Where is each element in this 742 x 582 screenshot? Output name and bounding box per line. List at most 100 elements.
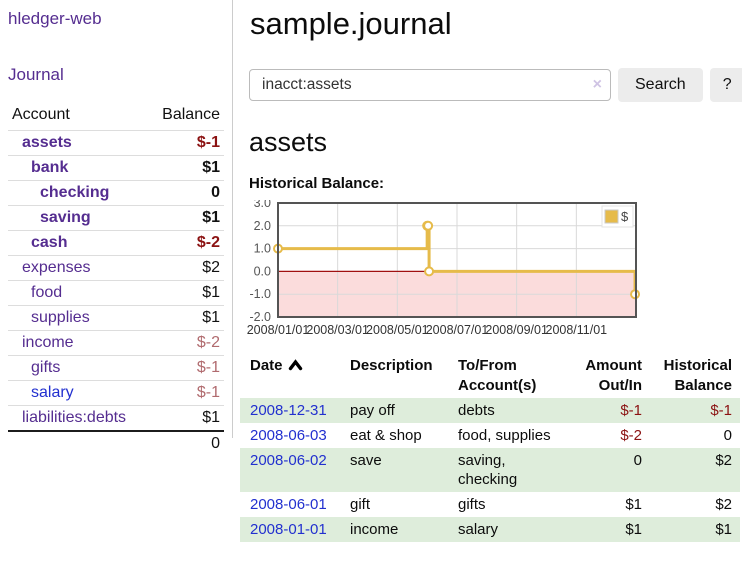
svg-text:2.0: 2.0 bbox=[254, 219, 271, 233]
sidebar-account-link[interactable]: expenses bbox=[22, 259, 91, 276]
search-input[interactable] bbox=[249, 69, 611, 101]
accounts-total-spacer bbox=[8, 430, 147, 456]
sidebar-account-link[interactable]: checking bbox=[40, 184, 110, 201]
app-layout: hledger-web Journal Account Balance asse… bbox=[0, 0, 742, 542]
account-row: bank $1 bbox=[8, 155, 224, 181]
transaction-accounts: gifts bbox=[458, 496, 486, 513]
sidebar-account-balance: $-2 bbox=[146, 330, 224, 356]
register-body: 2008-12-31 pay off debts $-1 $-1 2008-06-03 ea… bbox=[240, 398, 740, 542]
svg-text:0.0: 0.0 bbox=[254, 264, 271, 278]
transaction-amount: $1 bbox=[625, 521, 642, 538]
sidebar-account-balance: $-2 bbox=[146, 230, 224, 256]
header-label: Amount Out/In bbox=[585, 357, 642, 394]
account-cell: assets bbox=[8, 130, 147, 156]
sidebar-account-balance: $-1 bbox=[146, 355, 224, 381]
svg-text:2008/03/01: 2008/03/01 bbox=[306, 323, 369, 337]
search-form: × Search ? bbox=[249, 68, 742, 102]
nav-journal-link[interactable]: Journal bbox=[8, 65, 64, 84]
transaction-date-cell: 2008-06-02 bbox=[240, 448, 340, 492]
account-row: liabilities:debts $1 bbox=[8, 405, 224, 431]
accounts-header-account: Account bbox=[12, 106, 70, 123]
sidebar-account-link[interactable]: bank bbox=[31, 159, 69, 176]
svg-text:1.0: 1.0 bbox=[254, 242, 271, 256]
transaction-accounts: food, supplies bbox=[458, 427, 551, 444]
account-cell: bank bbox=[8, 155, 147, 181]
register-row: 2008-06-02 save saving, checking 0 $2 bbox=[240, 448, 740, 492]
sidebar-account-link[interactable]: supplies bbox=[31, 309, 90, 326]
account-row: salary $-1 bbox=[8, 380, 224, 406]
register-header-row: Date Description To/From Account(s) Amount … bbox=[240, 354, 740, 398]
svg-text:2008/09/01: 2008/09/01 bbox=[485, 323, 548, 337]
account-cell: checking bbox=[8, 180, 147, 206]
main-content: sample.journal × Search ? assets Histori… bbox=[233, 0, 742, 542]
account-row: checking 0 bbox=[8, 180, 224, 206]
transaction-amount: 0 bbox=[633, 452, 642, 469]
transaction-balance: $1 bbox=[715, 521, 732, 538]
sidebar: hledger-web Journal Account Balance asse… bbox=[0, 0, 233, 456]
transaction-date-link[interactable]: 2008-06-02 bbox=[250, 452, 327, 469]
transaction-date-link[interactable]: 2008-01-01 bbox=[250, 521, 327, 538]
svg-text:2008/11/01: 2008/11/01 bbox=[546, 323, 608, 337]
svg-text:-1.0: -1.0 bbox=[249, 287, 271, 301]
transaction-amount: $-2 bbox=[620, 427, 642, 444]
account-cell: cash bbox=[8, 230, 147, 256]
sidebar-account-balance: $-1 bbox=[146, 130, 224, 156]
transaction-amount: $-1 bbox=[620, 402, 642, 419]
transaction-balance: $-1 bbox=[710, 402, 732, 419]
register-header-historical-balance: Historical Balance bbox=[650, 354, 740, 398]
sort-asc-icon bbox=[288, 359, 302, 371]
sidebar-account-link[interactable]: liabilities:debts bbox=[22, 409, 127, 426]
transaction-date-link[interactable]: 2008-06-01 bbox=[250, 496, 327, 513]
accounts-table-body: assets $-1 bank $1 checking 0 saving $1 cash $-2 e… bbox=[8, 130, 224, 431]
sidebar-account-balance: $1 bbox=[146, 280, 224, 306]
sidebar-account-link[interactable]: salary bbox=[31, 384, 74, 401]
sidebar-account-balance: $2 bbox=[146, 255, 224, 281]
register-row: 2008-06-03 eat & shop food, supplies $-2 0 bbox=[240, 423, 740, 448]
svg-text:-2.0: -2.0 bbox=[249, 310, 271, 324]
accounts-header-row: Account Balance bbox=[8, 104, 224, 131]
brand-link[interactable]: hledger-web bbox=[8, 9, 102, 28]
account-row: cash $-2 bbox=[8, 230, 224, 256]
account-row: assets $-1 bbox=[8, 130, 224, 156]
account-row: expenses $2 bbox=[8, 255, 224, 281]
sidebar-account-link[interactable]: saving bbox=[40, 209, 91, 226]
transaction-accounts: debts bbox=[458, 402, 495, 419]
account-row: food $1 bbox=[8, 280, 224, 306]
transaction-description: gift bbox=[350, 496, 371, 513]
help-button[interactable]: ? bbox=[709, 68, 742, 102]
account-cell: supplies bbox=[8, 305, 147, 331]
svg-text:2008/01/01: 2008/01/01 bbox=[247, 323, 310, 337]
accounts-table: Account Balance assets $-1 bank $1 checking 0… bbox=[8, 104, 224, 456]
transaction-date-cell: 2008-01-01 bbox=[240, 517, 340, 542]
transaction-balance: $2 bbox=[715, 496, 732, 513]
account-cell: saving bbox=[8, 205, 147, 231]
account-row: income $-2 bbox=[8, 330, 224, 356]
sidebar-account-link[interactable]: cash bbox=[31, 234, 68, 251]
header-label: Date bbox=[250, 357, 283, 374]
account-cell: income bbox=[8, 330, 147, 356]
transaction-date-link[interactable]: 2008-12-31 bbox=[250, 402, 327, 419]
transaction-amount: $1 bbox=[625, 496, 642, 513]
search-box: × bbox=[249, 69, 611, 101]
clear-search-icon[interactable]: × bbox=[592, 76, 602, 93]
account-heading: assets bbox=[249, 127, 328, 157]
search-button[interactable]: Search bbox=[618, 68, 703, 102]
sidebar-account-balance: $1 bbox=[146, 405, 224, 431]
svg-text:2008/07/01: 2008/07/01 bbox=[426, 323, 489, 337]
accounts-total-row: 0 bbox=[8, 430, 224, 456]
svg-text:$: $ bbox=[621, 209, 629, 224]
transaction-date-cell: 2008-06-03 bbox=[240, 423, 340, 448]
page-title: sample.journal bbox=[250, 6, 452, 41]
sidebar-account-link[interactable]: income bbox=[22, 334, 74, 351]
sidebar-account-link[interactable]: assets bbox=[22, 134, 72, 151]
account-cell: expenses bbox=[8, 255, 147, 281]
sidebar-account-link[interactable]: food bbox=[31, 284, 63, 301]
sidebar-account-link[interactable]: gifts bbox=[31, 359, 61, 376]
sidebar-account-balance: $1 bbox=[146, 205, 224, 231]
sidebar-account-balance: $1 bbox=[146, 155, 224, 181]
register-header-date[interactable]: Date bbox=[240, 354, 340, 398]
accounts-header-balance: Balance bbox=[162, 106, 220, 123]
transaction-description: pay off bbox=[350, 402, 395, 419]
svg-text:3.0: 3.0 bbox=[254, 200, 271, 210]
transaction-date-link[interactable]: 2008-06-03 bbox=[250, 427, 327, 444]
